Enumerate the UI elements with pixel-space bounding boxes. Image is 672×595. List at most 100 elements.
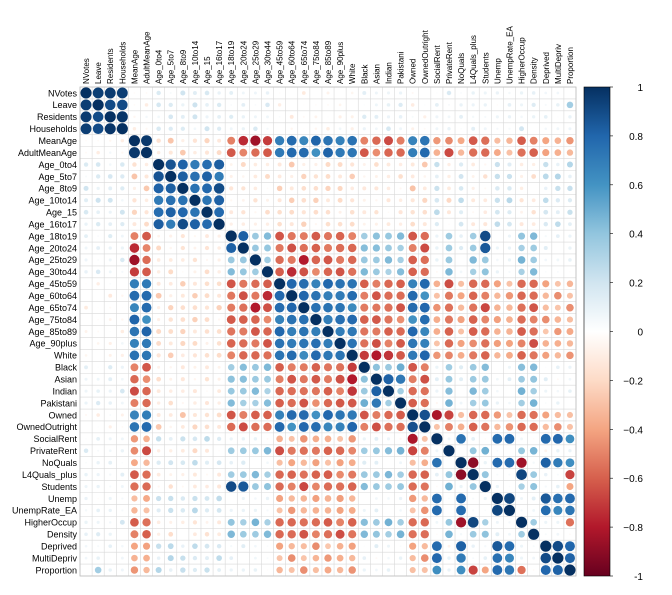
cell-age-5to7-age-15 (201, 171, 213, 182)
cell-white-age-20to24 (239, 351, 248, 360)
cell-socialrent-age-10to14 (192, 436, 198, 442)
row-label-unemp: Unemp (48, 494, 77, 504)
cell-white-meanage (129, 350, 140, 361)
cell-adultmeanage-asian (372, 148, 381, 157)
cell-households-deprived (544, 127, 548, 130)
cell-nvotes-noquals (460, 92, 462, 94)
col-label-owned: Owned (409, 59, 418, 84)
cell-age-30to44-privaterent (445, 268, 453, 276)
cell-nvotes-nvotes (80, 87, 92, 99)
cell-l4quals-plus-residents (109, 473, 112, 476)
cell-age-20to24-age-65to74 (299, 243, 308, 253)
cell-deprived-asian (374, 544, 379, 549)
cell-age-5to7-residents (107, 174, 113, 179)
cell-owned-unemprate-ea (506, 412, 513, 418)
col-label-meanage: MeanAge (130, 49, 139, 84)
cell-residents-age-8to9 (180, 114, 185, 119)
cell-ownedoutright-leave (97, 426, 99, 428)
cell-age-0to4-age-18to19 (229, 163, 233, 166)
cell-age-25to29-higheroccup (517, 256, 526, 264)
cell-age-65to74-age-5to7 (168, 305, 174, 311)
cell-indian-age-18to19 (227, 387, 235, 395)
cell-age-90plus-density (529, 338, 539, 348)
cell-age-5to7-age-60to64 (290, 174, 294, 179)
cell-asian-white (347, 374, 358, 385)
cell-age-85to89-socialrent (433, 328, 441, 335)
cell-noquals-nvotes (85, 461, 87, 464)
col-label-age-8to9: Age_8to9 (179, 49, 188, 84)
cell-l4quals-plus-age-15 (205, 473, 209, 476)
cell-age-85to89-age-25to29 (251, 327, 260, 336)
cell-nvotes-age-30to44 (265, 91, 270, 95)
cell-age-90plus-unemprate-ea (505, 339, 513, 347)
cell-ownedoutright-meanage (129, 422, 140, 432)
cell-age-90plus-age-15 (205, 341, 209, 345)
cell-age-20to24-age-10to14 (193, 246, 197, 250)
cell-noquals-age-0to4 (156, 460, 161, 465)
cell-indian-socialrent (435, 389, 439, 393)
cell-residents-nvotes (80, 111, 92, 123)
cell-multidepriv-age-25to29 (254, 556, 257, 560)
cell-adultmeanage-age-85to89 (323, 147, 333, 158)
cell-age-5to7-age-5to7 (165, 170, 177, 183)
cell-pakistani-age-85to89 (323, 398, 333, 408)
cell-owned-students (481, 410, 490, 420)
cell-asian-nvotes (84, 377, 88, 381)
cell-unemprate-ea-white (348, 506, 356, 514)
cell-owned-age-90plus (335, 410, 345, 420)
cell-nvotes-l4quals-plus (471, 91, 475, 95)
cell-age-20to24-age-15 (204, 245, 210, 251)
cell-asian-l4quals-plus (469, 375, 477, 383)
cell-age-10to14-leave (95, 197, 101, 203)
cell-adultmeanage-households (121, 151, 124, 154)
col-label-asian: Asian (372, 64, 381, 84)
cell-owned-age-0to4 (156, 413, 161, 417)
cell-noquals-unemprate-ea (504, 457, 515, 468)
row-label-unemprate-ea: UnempRate_EA (12, 506, 77, 516)
cell-noquals-owned (409, 459, 416, 466)
cell-age-0to4-age-8to9 (177, 159, 188, 170)
cell-age-45to59-age-10to14 (192, 281, 197, 286)
cell-indian-nvotes (84, 389, 88, 393)
cell-black-l4quals-plus (469, 363, 477, 371)
cell-residents-residents (104, 111, 116, 123)
cell-age-85to89-households (120, 329, 125, 334)
cell-students-multidepriv (556, 484, 560, 489)
cell-deprived-age-10to14 (192, 543, 198, 549)
cell-residents-unemprate-ea (507, 115, 512, 119)
cell-ownedoutright-age-75to84 (311, 422, 321, 432)
cell-age-25to29-l4quals-plus (469, 256, 477, 264)
cell-black-age-10to14 (193, 365, 197, 369)
cell-proportion-black (362, 568, 366, 572)
cell-leave-age-75to84 (315, 104, 317, 106)
cell-asian-students (481, 375, 489, 383)
cell-owned-privaterent (444, 410, 454, 420)
cell-white-deprived (542, 351, 550, 359)
row-label-ownedoutright: OwnedOutright (16, 422, 77, 432)
cell-density-age-20to24 (239, 530, 247, 538)
cell-age-60to64-noquals (457, 292, 465, 300)
cell-age-20to24-students (480, 242, 491, 254)
cell-age-8to9-noquals (458, 186, 464, 191)
cell-privaterent-leave (97, 449, 100, 452)
cell-age-75to84-unemp (493, 315, 501, 324)
cell-density-students (481, 530, 489, 538)
cell-privaterent-deprived (544, 449, 548, 453)
cell-unemprate-ea-age-8to9 (180, 508, 186, 513)
cell-age-16to17-noquals (458, 221, 464, 227)
cell-age-20to24-age-0to4 (156, 245, 162, 251)
cell-indian-meanage (129, 386, 139, 396)
cell-age-8to9-nvotes (83, 185, 89, 191)
cell-noquals-socialrent (432, 457, 442, 468)
cell-age-16to17-age-8to9 (177, 218, 189, 230)
cell-age-0to4-privaterent (447, 162, 451, 167)
cell-pakistani-owned (408, 398, 418, 408)
cell-students-density (530, 483, 538, 491)
cell-socialrent-meanage (130, 435, 139, 443)
cell-age-60to64-age-90plus (335, 291, 345, 301)
cell-unemp-age-85to89 (324, 495, 332, 502)
cell-asian-leave (96, 377, 100, 381)
cell-multidepriv-white (349, 554, 356, 562)
cell-age-16to17-age-16to17 (213, 218, 225, 230)
